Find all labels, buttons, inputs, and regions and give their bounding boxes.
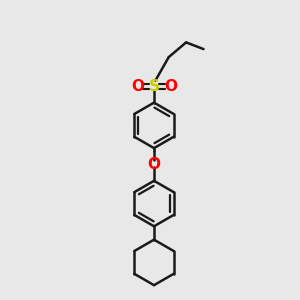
Text: S: S xyxy=(148,79,160,94)
Text: O: O xyxy=(131,79,144,94)
Text: O: O xyxy=(164,79,177,94)
Text: O: O xyxy=(148,157,160,172)
